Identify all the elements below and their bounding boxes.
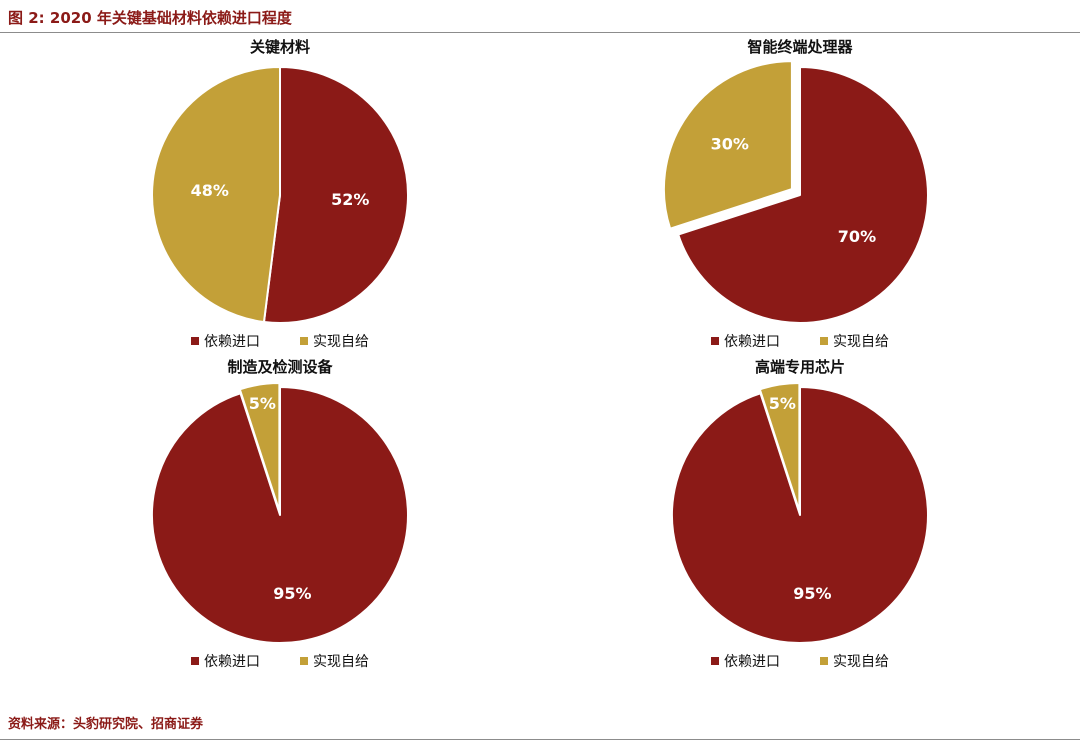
legend-swatch-self-icon bbox=[820, 657, 828, 665]
pie-chart-block: 关键材料 52% 48% 依赖进口 实现自给 bbox=[110, 37, 450, 351]
pie-svg: 95% 5% bbox=[151, 382, 409, 644]
pie-value-label: 52% bbox=[331, 190, 369, 209]
pie-slice-self bbox=[151, 66, 281, 323]
legend-swatch-self-icon bbox=[300, 337, 308, 345]
figure-title: 图 2: 2020 年关键基础材料依赖进口程度 bbox=[8, 9, 292, 27]
source-note: 资料来源：头豹研究院、招商证券 bbox=[8, 717, 204, 732]
pie-slice-import bbox=[262, 66, 409, 324]
legend-swatch-import-icon bbox=[191, 657, 199, 665]
legend-label-import: 依赖进口 bbox=[204, 654, 260, 670]
legend-label-self: 实现自给 bbox=[833, 654, 889, 670]
pie-slice-self bbox=[662, 60, 793, 230]
legend-label-self: 实现自给 bbox=[313, 654, 369, 670]
pie-value-label: 5% bbox=[769, 394, 796, 413]
pie-chart-block: 制造及检测设备 95% 5% 依赖进口 实现自给 bbox=[110, 357, 450, 671]
pie-svg: 52% 48% bbox=[151, 66, 409, 324]
legend-swatch-import-icon bbox=[711, 337, 719, 345]
pie-slice-import bbox=[151, 386, 409, 644]
legend-label-self: 实现自给 bbox=[313, 334, 369, 350]
title-divider bbox=[0, 32, 1080, 33]
legend-item-self: 实现自给 bbox=[820, 331, 889, 351]
pie-value-label: 95% bbox=[273, 584, 311, 603]
legend-label-import: 依赖进口 bbox=[724, 334, 780, 350]
pie-value-label: 95% bbox=[793, 584, 831, 603]
legend-label-import: 依赖进口 bbox=[204, 334, 260, 350]
chart-title: 高端专用芯片 bbox=[754, 358, 845, 376]
legend-swatch-self-icon bbox=[300, 657, 308, 665]
pie-value-label: 70% bbox=[838, 227, 876, 246]
legend-item-import: 依赖进口 bbox=[711, 651, 780, 671]
source-row: 资料来源：头豹研究院、招商证券 bbox=[0, 712, 1080, 739]
legend-item-import: 依赖进口 bbox=[711, 331, 780, 351]
chart-title: 制造及检测设备 bbox=[227, 358, 333, 376]
legend-swatch-import-icon bbox=[711, 657, 719, 665]
pie-value-label: 30% bbox=[711, 134, 749, 153]
pie-svg: 95% 5% bbox=[671, 382, 929, 644]
legend-label-self: 实现自给 bbox=[833, 334, 889, 350]
pie-slice-self bbox=[238, 382, 281, 513]
pie-slice-self bbox=[758, 382, 801, 513]
legend-swatch-self-icon bbox=[820, 337, 828, 345]
chart-legend: 依赖进口 实现自给 bbox=[191, 331, 369, 351]
legend-item-self: 实现自给 bbox=[300, 651, 369, 671]
legend-item-import: 依赖进口 bbox=[191, 651, 260, 671]
chart-title: 关键材料 bbox=[249, 38, 310, 56]
bottom-divider bbox=[0, 739, 1080, 740]
pie-chart-block: 智能终端处理器 70% 30% 依赖进口 实现自给 bbox=[630, 37, 970, 351]
chart-legend: 依赖进口 实现自给 bbox=[711, 651, 889, 671]
pie-value-label: 48% bbox=[191, 181, 229, 200]
pie-chart-block: 高端专用芯片 95% 5% 依赖进口 实现自给 bbox=[630, 357, 970, 671]
legend-item-self: 实现自给 bbox=[300, 331, 369, 351]
pie-svg: 70% 30% bbox=[662, 60, 929, 324]
legend-item-self: 实现自给 bbox=[820, 651, 889, 671]
chart-title: 智能终端处理器 bbox=[747, 38, 853, 56]
pie-slice-import bbox=[671, 386, 929, 644]
legend-label-import: 依赖进口 bbox=[724, 654, 780, 670]
chart-legend: 依赖进口 实现自给 bbox=[711, 331, 889, 351]
legend-swatch-import-icon bbox=[191, 337, 199, 345]
charts-grid: 关键材料 52% 48% 依赖进口 实现自给 智能终端处理器 70% 30% 依赖进… bbox=[0, 33, 1080, 671]
legend-item-import: 依赖进口 bbox=[191, 331, 260, 351]
chart-legend: 依赖进口 实现自给 bbox=[191, 651, 369, 671]
pie-slice-import bbox=[677, 66, 929, 324]
pie-value-label: 5% bbox=[249, 394, 276, 413]
